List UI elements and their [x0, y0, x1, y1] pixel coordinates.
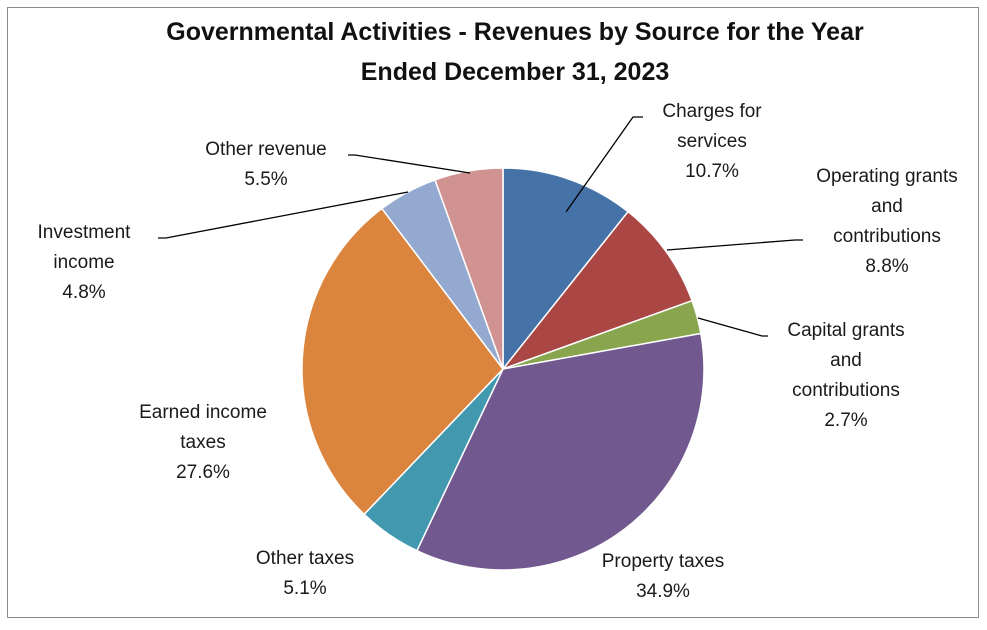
- slice-category-label: Operating grants: [816, 166, 958, 187]
- slice-category-label: Capital grants: [787, 320, 904, 341]
- slice-value-label: 8.8%: [865, 256, 908, 277]
- data-label-8: Other revenue 5.5%: [205, 139, 326, 190]
- slice-value-label: 4.8%: [62, 282, 105, 303]
- pie-slice-4: [415, 332, 705, 571]
- leader-line-2: [666, 239, 803, 251]
- slice-category-label: taxes: [180, 432, 225, 453]
- leader-line-8: [348, 154, 471, 174]
- data-label-6: Earned income taxes 27.6%: [139, 402, 267, 483]
- slice-value-label: 5.5%: [244, 169, 287, 190]
- slice-category-label: Other taxes: [256, 548, 354, 569]
- pie-slice-6: [301, 207, 504, 516]
- leader-line-3: [697, 317, 768, 337]
- leader-line-7: [158, 191, 409, 239]
- data-label-5: Other taxes 5.1%: [256, 548, 354, 599]
- slice-category-label: Earned income: [139, 402, 267, 423]
- slice-value-label: 5.1%: [283, 578, 326, 599]
- slice-value-label: 34.9%: [636, 581, 690, 602]
- slice-category-label: and: [871, 196, 903, 217]
- data-label-1: Charges for services 10.7%: [662, 101, 762, 182]
- chart-title-line-1: Governmental Activities - Revenues by So…: [166, 18, 864, 46]
- slice-category-label: and: [830, 350, 862, 371]
- slice-value-label: 2.7%: [824, 410, 867, 431]
- slice-category-label: Other revenue: [205, 139, 326, 160]
- chart-title: Governmental Activities - Revenues by So…: [166, 18, 864, 86]
- slice-category-label: Investment: [38, 222, 132, 243]
- leader-line-1: [565, 116, 643, 213]
- data-label-3: Capital grants and contributions 2.7%: [787, 320, 904, 431]
- slice-category-label: Property taxes: [602, 551, 725, 572]
- pie-slices: [301, 167, 705, 571]
- data-labels: Charges for services 10.7% Operating grants…: [38, 101, 958, 602]
- pie-slice-1: [502, 167, 630, 372]
- slice-category-label: services: [677, 131, 747, 152]
- slice-category-label: contributions: [792, 380, 900, 401]
- pie-slice-2: [500, 210, 693, 371]
- data-label-2: Operating grants and contributions 8.8%: [816, 166, 958, 277]
- data-label-7: Investment income 4.8%: [38, 222, 132, 303]
- data-label-4: Property taxes 34.9%: [602, 551, 725, 602]
- pie-slice-8: [434, 167, 504, 370]
- slice-category-label: Charges for: [662, 101, 762, 122]
- slice-category-label: income: [53, 252, 114, 273]
- chart-title-line-2: Ended December 31, 2023: [361, 58, 670, 86]
- slice-value-label: 10.7%: [685, 161, 739, 182]
- slice-category-label: contributions: [833, 226, 941, 247]
- slice-value-label: 27.6%: [176, 462, 230, 483]
- leader-lines: [158, 116, 803, 337]
